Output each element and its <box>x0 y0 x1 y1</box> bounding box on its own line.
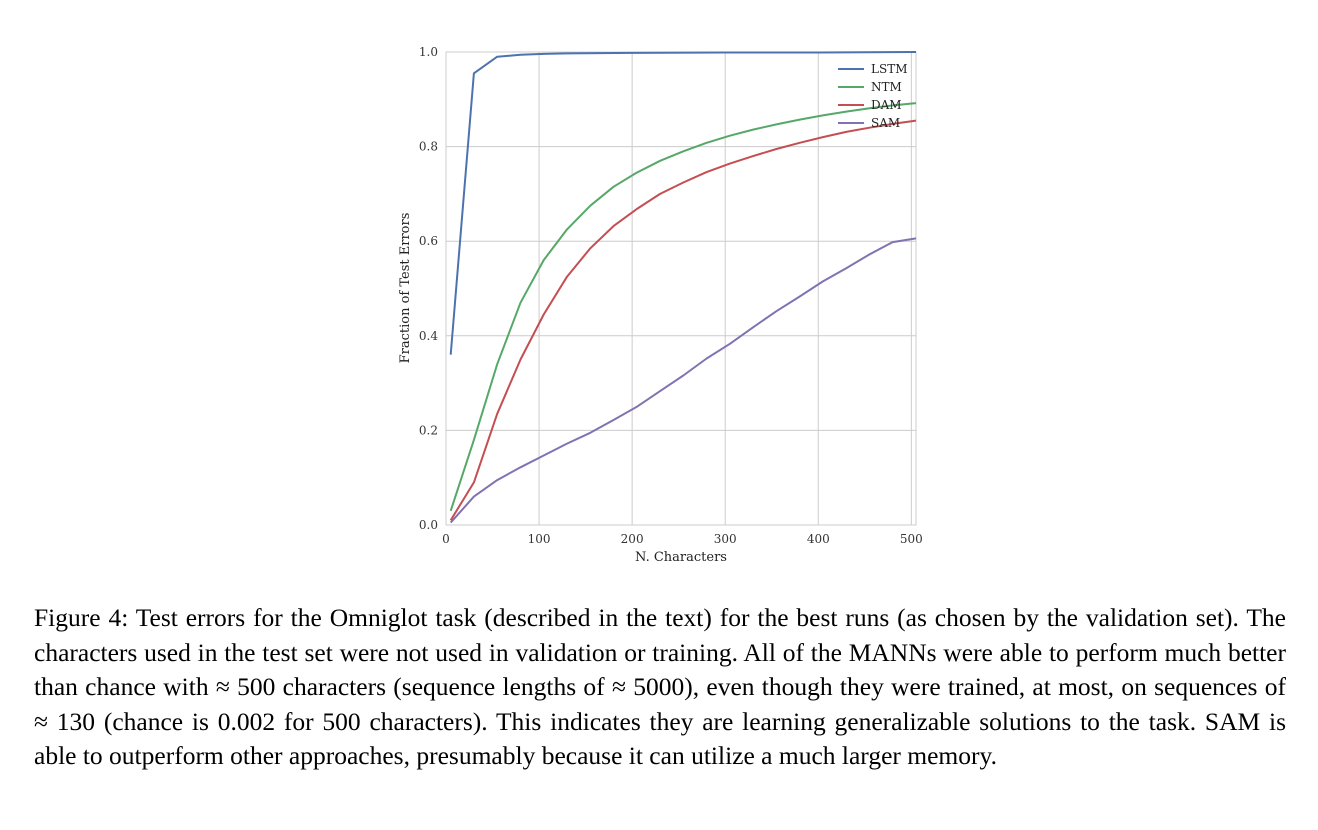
series-lines <box>449 51 917 524</box>
legend-label-dam: DAM <box>871 98 902 112</box>
y-axis-label: Fraction of Test Errors <box>398 213 413 364</box>
legend-label-sam: SAM <box>871 116 900 130</box>
grid-lines <box>445 51 916 526</box>
line-chart: 0 100 200 300 400 500 0.0 0.2 0.4 0.6 0.8 1.0 LSTM… <box>398 45 923 565</box>
x-axis-label: N. Characters <box>635 550 727 565</box>
series-line-sam <box>449 237 917 524</box>
legend-label-ntm: NTM <box>871 80 902 94</box>
series-line-ntm <box>449 102 917 512</box>
legend-label-lstm: LSTM <box>871 62 907 76</box>
series-line-dam <box>449 119 917 521</box>
x-tick-label: 200 <box>621 532 644 546</box>
y-tick-label: 1.0 <box>419 45 438 59</box>
y-tick-label: 0.6 <box>419 234 438 248</box>
y-tick-labels: 0.0 0.2 0.4 0.6 0.8 1.0 <box>419 45 438 532</box>
figure-caption: Figure 4: Test errors for the Omniglot t… <box>34 603 1286 770</box>
x-tick-label: 500 <box>900 532 923 546</box>
y-tick-label: 0.4 <box>419 329 438 343</box>
x-tick-label: 300 <box>714 532 737 546</box>
x-tick-label: 400 <box>807 532 830 546</box>
y-tick-label: 0.8 <box>419 140 438 154</box>
x-tick-label: 0 <box>442 532 450 546</box>
y-tick-label: 0.2 <box>419 423 438 437</box>
series-line-lstm <box>449 51 917 355</box>
legend: LSTM NTM DAM SAM <box>838 62 907 130</box>
y-tick-label: 0.0 <box>419 518 438 532</box>
plot-area <box>445 51 917 526</box>
x-tick-labels: 0 100 200 300 400 500 <box>442 532 923 546</box>
x-tick-label: 100 <box>528 532 551 546</box>
